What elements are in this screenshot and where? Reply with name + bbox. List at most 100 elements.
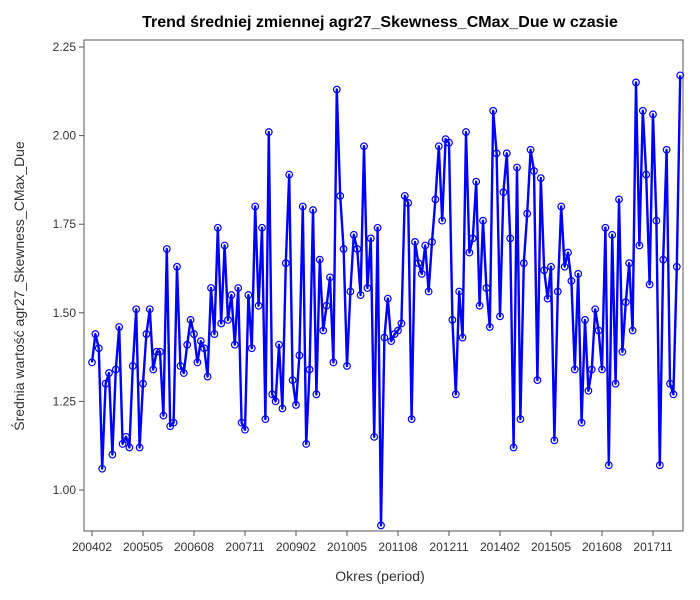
data-point-marker — [105, 369, 113, 377]
data-point-marker — [625, 259, 634, 268]
data-point-marker — [156, 347, 164, 356]
data-point-marker — [458, 333, 467, 342]
data-point-marker — [635, 241, 644, 250]
data-point-marker — [183, 340, 192, 349]
data-point-marker — [173, 262, 181, 271]
data-point-marker — [111, 365, 120, 374]
y-tick-label: 1.25 — [53, 394, 77, 408]
y-axis: 1.00 1.25 1.50 1.75 2.00 2.25 — [53, 40, 84, 497]
data-point-marker — [591, 305, 600, 314]
data-point-marker — [492, 149, 501, 158]
data-point-marker — [295, 351, 304, 360]
data-point-marker — [139, 379, 147, 388]
data-point-marker — [611, 379, 620, 388]
data-point-marker — [509, 443, 518, 452]
data-point-marker — [305, 365, 314, 374]
x-tick-label: 200505 — [123, 540, 163, 554]
data-point-marker — [237, 418, 246, 427]
data-point-marker — [241, 425, 249, 434]
data-point-marker — [574, 269, 583, 278]
data-point-marker — [479, 216, 487, 225]
data-point-marker — [445, 138, 453, 147]
x-tick-label: 200902 — [276, 540, 316, 554]
data-point-marker — [506, 234, 515, 243]
data-point-marker — [502, 149, 511, 158]
data-point-marker — [366, 234, 375, 243]
data-point-marker — [645, 280, 654, 289]
data-point-marker — [315, 255, 324, 264]
data-point-marker — [468, 234, 477, 243]
data-point-marker — [431, 195, 440, 204]
data-point-marker — [343, 362, 351, 370]
data-point-marker — [523, 209, 532, 218]
data-point-marker — [659, 255, 668, 264]
data-point-marker — [638, 106, 647, 115]
x-tick-label: 201711 — [633, 540, 672, 554]
data-point-marker — [377, 521, 385, 530]
data-point-marker — [169, 418, 178, 427]
data-point-marker — [475, 301, 484, 310]
y-tick-label: 2.00 — [53, 129, 77, 143]
data-point-marker — [655, 461, 664, 470]
data-point-marker — [547, 262, 555, 271]
data-point-marker — [281, 259, 290, 268]
data-point-marker — [128, 362, 137, 370]
data-point-marker — [207, 284, 215, 292]
data-point-marker — [145, 305, 154, 314]
data-point-marker — [567, 277, 576, 285]
data-point-marker — [258, 223, 266, 232]
data-point-marker — [553, 287, 562, 296]
data-point-marker — [496, 312, 504, 321]
data-point-marker — [135, 443, 144, 452]
data-point-marker — [220, 241, 229, 250]
y-tick-label: 1.00 — [53, 483, 77, 497]
data-point-marker — [570, 365, 579, 374]
data-point-marker — [125, 443, 134, 452]
data-point-marker — [407, 415, 416, 424]
data-point-marker — [152, 347, 161, 356]
data-point-marker — [577, 418, 586, 427]
data-point-marker — [244, 291, 253, 299]
data-point-marker — [94, 344, 103, 353]
data-point-marker — [400, 191, 409, 200]
data-point-marker — [322, 301, 331, 310]
data-point-marker — [176, 362, 185, 370]
data-point-marker — [672, 262, 681, 271]
data-point-marker — [329, 358, 338, 367]
data-point-marker — [669, 390, 678, 399]
data-point-marker — [516, 415, 525, 424]
data-point-marker — [213, 223, 222, 232]
data-point-marker — [346, 287, 355, 296]
x-tick-label: 201608 — [582, 540, 622, 554]
data-point-marker — [465, 248, 474, 257]
data-point-marker — [642, 170, 651, 179]
data-point-marker — [530, 167, 538, 175]
data-point-marker — [543, 294, 552, 303]
data-point-marker — [448, 315, 457, 324]
data-point-marker — [618, 347, 627, 356]
data-point-marker — [298, 202, 307, 211]
data-point-marker — [179, 369, 188, 377]
data-point-marker — [411, 238, 419, 246]
data-point-marker — [230, 340, 239, 349]
y-tick-label: 1.75 — [53, 217, 77, 231]
x-tick-label: 201108 — [378, 540, 417, 554]
data-point-marker — [652, 216, 661, 225]
data-point-marker — [193, 358, 202, 367]
x-axis-label: Okres (period) — [335, 568, 424, 584]
data-point-marker — [584, 386, 593, 395]
data-point-marker — [217, 319, 226, 328]
data-point-marker — [485, 323, 494, 331]
data-point-marker — [608, 230, 617, 239]
data-point-marker — [649, 110, 657, 119]
data-point-marker — [676, 71, 685, 80]
data-point-marker — [360, 142, 368, 151]
series-layer — [88, 71, 685, 530]
data-point-marker — [149, 365, 158, 374]
data-point-marker — [210, 330, 219, 338]
data-point-marker — [326, 273, 334, 282]
data-point-marker — [564, 248, 572, 257]
data-point-marker — [421, 241, 430, 250]
